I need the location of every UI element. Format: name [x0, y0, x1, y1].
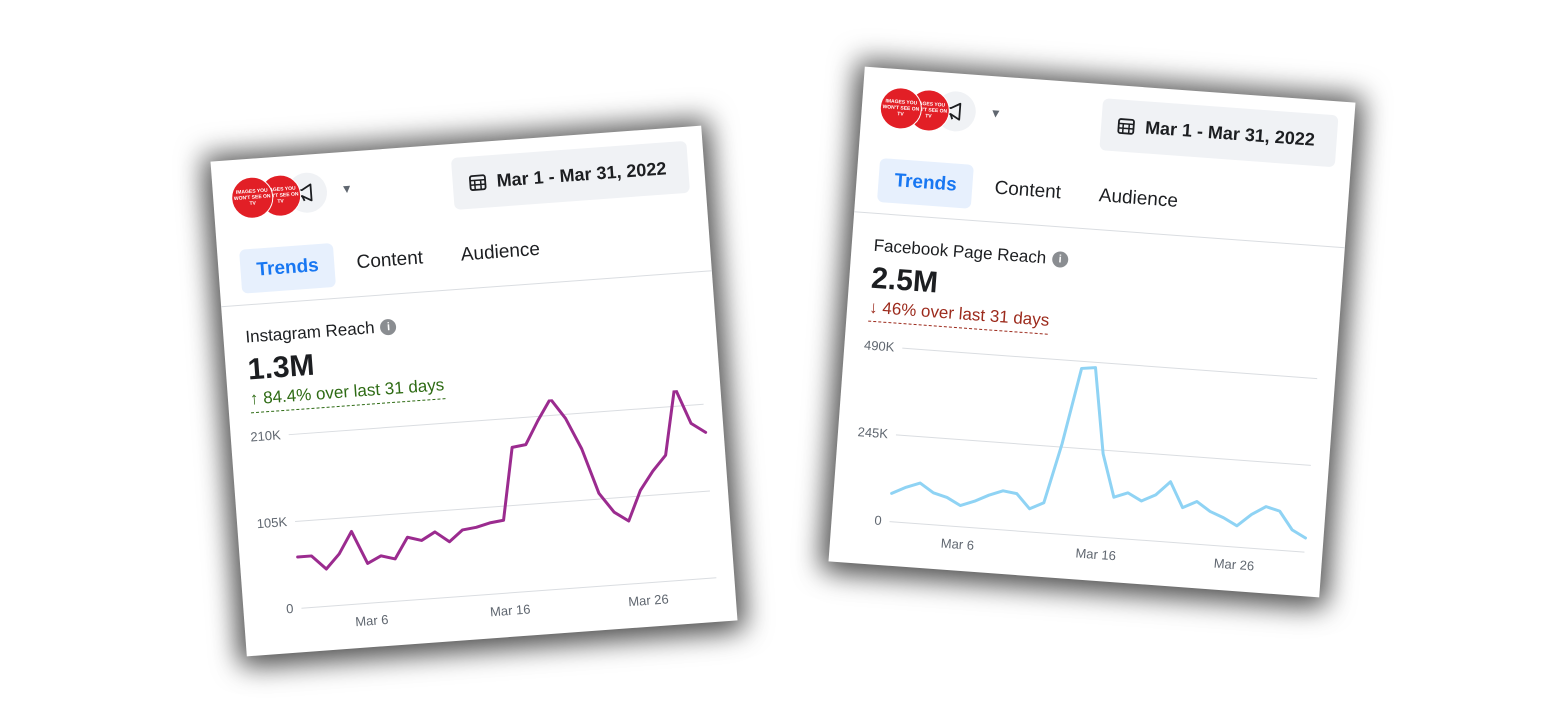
x-tick-label: Mar 26: [628, 591, 669, 609]
gridline: [301, 577, 717, 609]
data-point[interactable]: [1108, 492, 1119, 503]
data-point[interactable]: [498, 515, 509, 526]
calendar-icon: [1117, 118, 1135, 135]
y-tick-label: 0: [286, 601, 294, 616]
data-point[interactable]: [901, 482, 912, 493]
tab-audience[interactable]: Audience: [1098, 185, 1179, 212]
reach-line-chart: 0 105K 210K Mar 6 Mar 16 Mar 26: [250, 387, 717, 629]
calendar-icon: [469, 174, 487, 191]
data-point[interactable]: [1177, 502, 1188, 513]
tab-content[interactable]: Content: [993, 177, 1062, 204]
x-tick-label: Mar 6: [355, 612, 389, 629]
metric-summary: Facebook Page Reach i 2.5M ↓ 46% over la…: [868, 236, 1069, 336]
reach-series-line[interactable]: [890, 353, 1317, 540]
date-range-label: Mar 1 - Mar 31, 2022: [1144, 116, 1316, 150]
data-point[interactable]: [507, 442, 518, 453]
y-tick-label: 245K: [857, 424, 889, 441]
tab-content[interactable]: Content: [355, 247, 424, 274]
y-tick-label: 210K: [250, 427, 282, 444]
x-tick-label: Mar 26: [1213, 556, 1254, 574]
tab-bar: Trends Content Audience: [876, 158, 1195, 225]
data-point[interactable]: [346, 526, 357, 537]
account-switcher[interactable]: IMAGES YOU WON'T SEE ON TV IMAGES YOU WO…: [229, 170, 343, 221]
data-point[interactable]: [998, 485, 1009, 496]
date-range-picker[interactable]: Mar 1 - Mar 31, 2022: [450, 140, 691, 210]
x-tick-label: Mar 16: [489, 601, 530, 619]
tab-trends[interactable]: Trends: [239, 242, 337, 294]
facebook-reach-card: IMAGES YOU WON'T SEE ON TV IMAGES YOU WO…: [828, 66, 1356, 598]
y-tick-label: 0: [874, 513, 882, 528]
data-point[interactable]: [471, 522, 482, 533]
date-range-picker[interactable]: Mar 1 - Mar 31, 2022: [1099, 98, 1339, 168]
metric-summary: Instagram Reach i 1.3M ↑ 84.4% over last…: [244, 313, 446, 414]
data-point[interactable]: [983, 490, 994, 501]
y-tick-label: 105K: [256, 514, 288, 531]
info-icon[interactable]: i: [1051, 250, 1069, 269]
gridline: [889, 521, 1305, 553]
data-point[interactable]: [1261, 501, 1272, 512]
tab-trends[interactable]: Trends: [876, 158, 975, 209]
data-point[interactable]: [292, 552, 303, 563]
reach-line-chart: 0 245K 490K Mar 6 Mar 16 Mar 26: [857, 337, 1318, 574]
metric-title-label: Instagram Reach: [244, 318, 376, 347]
x-tick-label: Mar 16: [1075, 545, 1116, 563]
tab-audience[interactable]: Audience: [460, 238, 541, 266]
gridline: [295, 490, 710, 522]
data-point[interactable]: [1039, 497, 1050, 508]
x-tick-label: Mar 6: [940, 536, 974, 553]
card-header: IMAGES YOU WON'T SEE ON TV IMAGES YOU WO…: [860, 67, 1356, 173]
data-point[interactable]: [576, 444, 587, 455]
instagram-reach-card: IMAGES YOU WON'T SEE ON TV IMAGES YOU WO…: [210, 125, 738, 657]
data-point[interactable]: [1076, 363, 1087, 374]
tab-bar: Trends Content Audience: [239, 227, 557, 294]
data-point[interactable]: [969, 496, 980, 507]
data-point[interactable]: [886, 488, 897, 499]
chevron-down-icon[interactable]: ▼: [340, 181, 354, 197]
data-point[interactable]: [520, 439, 531, 450]
data-point[interactable]: [484, 518, 495, 529]
account-switcher[interactable]: IMAGES YOU WON'T SEE ON TV IMAGES YOU WO…: [878, 85, 991, 136]
chevron-down-icon[interactable]: ▼: [989, 105, 1003, 121]
date-range-label: Mar 1 - Mar 31, 2022: [495, 157, 668, 191]
y-tick-label: 490K: [864, 337, 896, 354]
data-point[interactable]: [1090, 362, 1101, 373]
card-header: IMAGES YOU WON'T SEE ON TV IMAGES YOU WO…: [210, 126, 706, 232]
info-icon[interactable]: i: [379, 318, 398, 336]
reach-series-line[interactable]: [287, 387, 713, 571]
gridline: [288, 403, 704, 436]
gridline: [902, 347, 1318, 380]
